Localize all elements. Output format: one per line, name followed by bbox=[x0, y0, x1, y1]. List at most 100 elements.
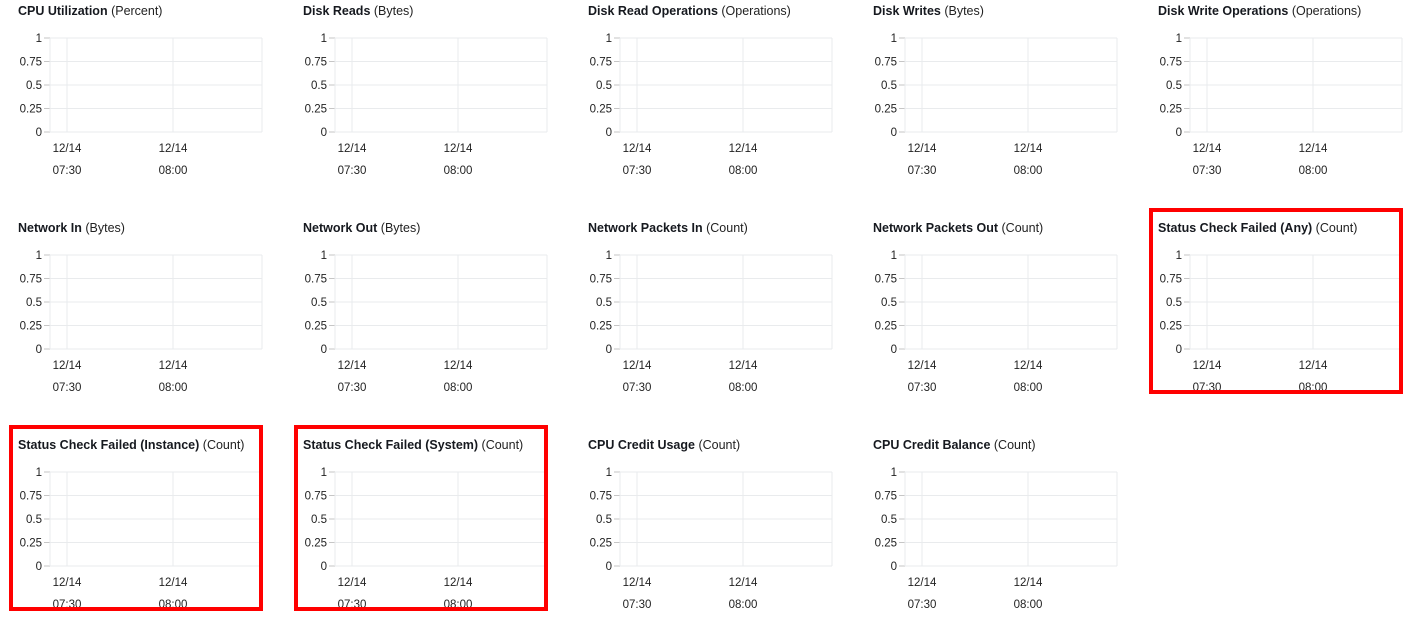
chart-title-unit: (Count) bbox=[1312, 221, 1358, 235]
y-tick-label: 1 bbox=[36, 250, 42, 262]
metric-chart-panel[interactable]: Status Check Failed (Any) (Count) 1 0.75 0.… bbox=[1158, 221, 1418, 421]
y-tick-label: 0.25 bbox=[305, 104, 327, 116]
x-tick-date: 12/14 bbox=[908, 360, 937, 372]
metric-chart-panel[interactable]: Disk Write Operations (Operations) 1 0.75 0… bbox=[1158, 4, 1418, 204]
y-tick-label: 0.25 bbox=[875, 538, 897, 550]
chart-plot: 1 0.75 0.5 0.25 0 12/14 07:30 12/14 08:00 bbox=[20, 467, 263, 611]
y-tick-label: 0 bbox=[36, 561, 42, 573]
x-tick-time: 08:00 bbox=[1014, 599, 1043, 611]
chart-title: CPU Utilization (Percent) bbox=[18, 3, 162, 19]
y-tick-label: 0.25 bbox=[20, 321, 42, 333]
chart-title-name: Disk Reads bbox=[303, 4, 371, 18]
y-tick-label: 0 bbox=[1176, 344, 1182, 356]
metric-chart-panel[interactable]: Status Check Failed (System) (Count) 1 0.7… bbox=[303, 438, 573, 638]
y-tick-label: 1 bbox=[321, 33, 327, 45]
chart-title-unit: (Bytes) bbox=[940, 4, 984, 18]
x-tick-time: 07:30 bbox=[53, 599, 82, 611]
chart-title-name: Network Out bbox=[303, 221, 378, 235]
y-tick-label: 0.5 bbox=[311, 514, 327, 526]
chart-title: Network Out (Bytes) bbox=[303, 220, 420, 236]
metric-chart-panel[interactable]: Network Packets Out (Count) 1 0.75 0.5 0.25 0… bbox=[873, 221, 1143, 421]
y-tick-label: 0 bbox=[606, 344, 612, 356]
y-tick-label: 0 bbox=[891, 561, 897, 573]
chart-title: Network In (Bytes) bbox=[18, 220, 125, 236]
y-tick-label: 0.5 bbox=[26, 80, 42, 92]
x-tick-date: 12/14 bbox=[1193, 360, 1222, 372]
chart-plot: 1 0.75 0.5 0.25 0 12/14 07:30 12/14 08:00 bbox=[20, 250, 263, 394]
metric-chart-panel[interactable]: Network Packets In (Count) 1 0.75 0.5 0.25 0 1… bbox=[588, 221, 858, 421]
chart-title-unit: (Percent) bbox=[107, 4, 163, 18]
chart-title: Disk Writes (Bytes) bbox=[873, 3, 984, 19]
metric-chart-panel[interactable]: Disk Writes (Bytes) 1 0.75 0.5 0.25 0 12/14 07:… bbox=[873, 4, 1143, 204]
y-tick-label: 0.75 bbox=[20, 274, 42, 286]
y-tick-label: 0 bbox=[606, 561, 612, 573]
x-tick-time: 08:00 bbox=[444, 599, 473, 611]
chart-title: Network Packets Out (Count) bbox=[873, 220, 1043, 236]
y-tick-label: 1 bbox=[606, 33, 612, 45]
chart-title-unit: (Count) bbox=[702, 221, 748, 235]
x-tick-date: 12/14 bbox=[159, 143, 188, 155]
y-tick-label: 0.75 bbox=[1160, 274, 1182, 286]
x-tick-time: 07:30 bbox=[1193, 165, 1222, 177]
x-tick-time: 08:00 bbox=[729, 599, 758, 611]
y-tick-label: 0 bbox=[1176, 127, 1182, 139]
x-tick-time: 07:30 bbox=[53, 165, 82, 177]
y-tick-label: 1 bbox=[606, 250, 612, 262]
chart-plot: 1 0.75 0.5 0.25 0 12/14 07:30 12/14 08:00 bbox=[1160, 33, 1403, 177]
y-tick-label: 0.5 bbox=[596, 80, 612, 92]
metric-chart-panel[interactable]: CPU Credit Usage (Count) 1 0.75 0.5 0.25 0 12/… bbox=[588, 438, 858, 638]
y-tick-label: 0.75 bbox=[20, 491, 42, 503]
metric-chart-panel[interactable]: CPU Utilization (Percent) 1 0.75 0.5 0.25 0 12… bbox=[18, 4, 288, 204]
chart-title-name: Status Check Failed (System) bbox=[303, 438, 479, 452]
x-tick-time: 08:00 bbox=[1014, 165, 1043, 177]
metric-chart-panel[interactable]: Disk Reads (Bytes) 1 0.75 0.5 0.25 0 12/14 07:3… bbox=[303, 4, 573, 204]
y-tick-label: 1 bbox=[891, 250, 897, 262]
chart-plot: 1 0.75 0.5 0.25 0 12/14 07:30 12/14 08:00 bbox=[1160, 250, 1403, 394]
x-tick-time: 08:00 bbox=[444, 382, 473, 394]
x-tick-time: 07:30 bbox=[338, 165, 367, 177]
x-tick-date: 12/14 bbox=[53, 360, 82, 372]
y-tick-label: 0.5 bbox=[881, 297, 897, 309]
y-tick-label: 1 bbox=[36, 33, 42, 45]
y-tick-label: 0 bbox=[36, 344, 42, 356]
chart-title-unit: (Operations) bbox=[717, 4, 791, 18]
y-tick-label: 0.5 bbox=[1166, 80, 1182, 92]
y-tick-label: 0.25 bbox=[590, 104, 612, 116]
metric-chart-panel[interactable]: Disk Read Operations (Operations) 1 0.75 0.… bbox=[588, 4, 858, 204]
chart-title-unit: (Count) bbox=[478, 438, 524, 452]
y-tick-label: 0.75 bbox=[1160, 57, 1182, 69]
x-tick-date: 12/14 bbox=[1014, 360, 1043, 372]
chart-title: CPU Credit Balance (Count) bbox=[873, 437, 1036, 453]
x-tick-time: 07:30 bbox=[53, 382, 82, 394]
chart-title-name: Network Packets In bbox=[588, 221, 703, 235]
chart-title-unit: (Operations) bbox=[1288, 4, 1362, 18]
y-tick-label: 0.5 bbox=[596, 514, 612, 526]
y-tick-label: 0.25 bbox=[305, 321, 327, 333]
metric-chart-panel[interactable]: Status Check Failed (Instance) (Count) 1 0… bbox=[18, 438, 288, 638]
metric-chart-panel[interactable]: CPU Credit Balance (Count) 1 0.75 0.5 0.25 0 1… bbox=[873, 438, 1143, 638]
x-tick-date: 12/14 bbox=[338, 143, 367, 155]
chart-title: Disk Write Operations (Operations) bbox=[1158, 3, 1361, 19]
chart-plot: 1 0.75 0.5 0.25 0 12/14 07:30 12/14 08:00 bbox=[305, 250, 548, 394]
y-tick-label: 0.75 bbox=[305, 274, 327, 286]
x-tick-date: 12/14 bbox=[908, 577, 937, 589]
chart-title: CPU Credit Usage (Count) bbox=[588, 437, 740, 453]
y-tick-label: 0.5 bbox=[26, 297, 42, 309]
metric-chart-panel[interactable]: Network In (Bytes) 1 0.75 0.5 0.25 0 12/14 07:3… bbox=[18, 221, 288, 421]
x-tick-time: 07:30 bbox=[1193, 382, 1222, 394]
x-tick-date: 12/14 bbox=[159, 360, 188, 372]
y-tick-label: 0 bbox=[891, 127, 897, 139]
metric-chart-panel[interactable]: Network Out (Bytes) 1 0.75 0.5 0.25 0 12/14 07:… bbox=[303, 221, 573, 421]
y-tick-label: 0.25 bbox=[590, 321, 612, 333]
chart-plot: 1 0.75 0.5 0.25 0 12/14 07:30 12/14 08:00 bbox=[875, 467, 1118, 611]
x-tick-time: 07:30 bbox=[623, 165, 652, 177]
chart-title: Status Check Failed (Any) (Count) bbox=[1158, 220, 1357, 236]
x-tick-date: 12/14 bbox=[623, 360, 652, 372]
chart-title-name: Status Check Failed (Instance) bbox=[18, 438, 200, 452]
y-tick-label: 0.75 bbox=[20, 57, 42, 69]
chart-title-name: CPU Credit Balance bbox=[873, 438, 991, 452]
chart-title-unit: (Count) bbox=[990, 438, 1036, 452]
y-tick-label: 0.5 bbox=[881, 514, 897, 526]
x-tick-time: 08:00 bbox=[159, 165, 188, 177]
y-tick-label: 0.75 bbox=[590, 274, 612, 286]
